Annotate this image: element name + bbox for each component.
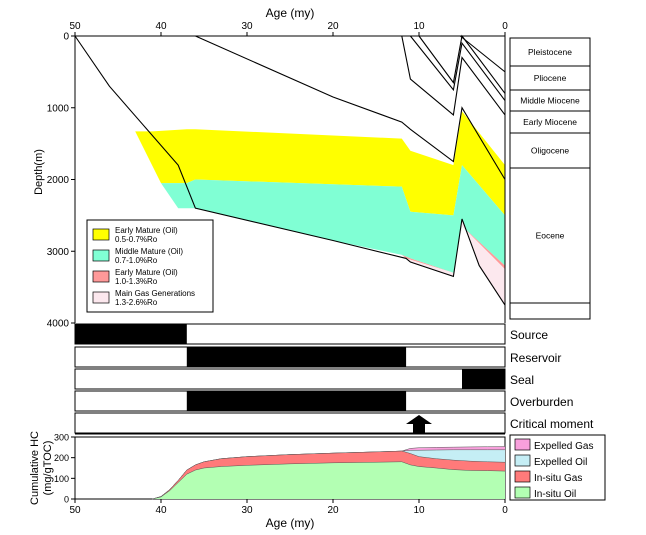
strat-column-frame (509, 37, 591, 320)
critical-moment-arrow (406, 415, 432, 434)
burial-curve-2 (401, 35, 506, 116)
maturity-zone-1 (161, 165, 505, 273)
legend-swatch-3 (92, 291, 110, 304)
strat-unit-label: Pliocene (534, 73, 567, 83)
event-label: Seal (510, 373, 534, 387)
depth-tick-label: 1000 (47, 103, 70, 114)
legend-range-2: 1.0-1.3%Ro (115, 277, 158, 286)
cum-legend-swatch (514, 470, 531, 483)
legend-range-1: 0.7-1.0%Ro (115, 256, 158, 265)
bottom-x-tick-label: 40 (155, 505, 167, 516)
legend-name-1: Middle Mature (Oil) (115, 247, 183, 256)
cum-series-line-1 (152, 450, 506, 500)
strat-unit-label: Middle Miocene (520, 96, 580, 106)
event-row-frame (74, 412, 506, 434)
cum-legend-label: In-situ Oil (534, 489, 576, 500)
strat-unit-label: Pleistocene (528, 47, 572, 57)
cum-y-tick-label: 100 (54, 474, 69, 484)
bottom-x-tick-label: 0 (502, 505, 508, 516)
legend-range-3: 1.3-2.6%Ro (115, 298, 158, 307)
event-row-frame (74, 368, 506, 390)
legend-name-2: Early Mature (Oil) (115, 268, 178, 277)
cum-hc-axis-title-2: (mg/gTOC) (42, 441, 54, 496)
top-x-tick-label: 0 (502, 21, 508, 32)
cum-legend-label: Expelled Oil (534, 457, 587, 468)
legend-range-0: 0.5-0.7%Ro (115, 235, 158, 244)
event-label: Overburden (510, 395, 573, 409)
strat-unit-label: Oligocene (531, 146, 570, 156)
cum-y-tick-label: 300 (54, 433, 69, 443)
cum-legend-swatch (514, 454, 531, 467)
top-age-axis-title: Age (my) (266, 6, 315, 20)
cum-legend-label: Expelled Gas (534, 441, 593, 452)
burial-curve-5 (459, 35, 506, 73)
bottom-x-tick-label: 30 (241, 505, 253, 516)
legend-name-3: Main Gas Generations (115, 289, 195, 298)
event-bar (186, 347, 407, 367)
legend-name-0: Early Mature (Oil) (115, 226, 178, 235)
cum-y-tick-label: 200 (54, 453, 69, 463)
cum-y-tick-label: 0 (64, 495, 69, 505)
depth-tick-label: 4000 (47, 319, 70, 330)
cum-series-line-0 (152, 461, 506, 500)
burial-curve-0 (74, 35, 506, 306)
event-bar (186, 391, 407, 411)
burial-curve-1 (195, 35, 506, 180)
cum-legend-swatch (514, 438, 531, 451)
event-label: Source (510, 328, 548, 342)
maturity-zone-0 (135, 111, 505, 216)
bottom-x-tick-label: 50 (69, 505, 81, 516)
cum-legend-label: In-situ Gas (534, 473, 582, 484)
legend-swatch-2 (92, 270, 110, 283)
event-bar (75, 324, 187, 344)
stratigraphy-column: Pleistocene Pliocene Middle Miocene Early M… (509, 37, 591, 320)
bottom-age-axis-title: Age (my) (266, 516, 315, 530)
cum-hc-axis-title-1: Cumulative HC (29, 431, 41, 505)
cum-legend-swatch (514, 486, 531, 499)
depth-tick-label: 0 (63, 32, 69, 43)
depth-tick-label: 3000 (47, 247, 70, 258)
top-x-tick-label: 20 (327, 21, 339, 32)
top-x-tick-label: 50 (69, 21, 81, 32)
event-label: Reservoir (510, 351, 561, 365)
event-label: Critical moment (510, 417, 594, 431)
top-x-tick-label: 40 (155, 21, 167, 32)
strat-unit-label: Early Miocene (523, 117, 577, 127)
burial-curve-3 (409, 35, 506, 101)
top-x-tick-label: 30 (241, 21, 253, 32)
depth-tick-label: 2000 (47, 175, 70, 186)
event-bar (462, 369, 505, 389)
legend-swatch-0 (92, 228, 110, 241)
burial-curve-4 (418, 34, 506, 94)
strat-unit-label: Eocene (536, 231, 565, 241)
depth-axis-title: Depth(m) (33, 149, 45, 195)
bottom-x-tick-label: 10 (413, 505, 425, 516)
top-x-tick-label: 10 (413, 21, 425, 32)
legend-swatch-1 (92, 249, 110, 262)
cum-area-0 (152, 461, 505, 499)
bottom-x-tick-label: 20 (327, 505, 339, 516)
events-panel: Source Reservoir Seal Overburden Critical mo… (74, 323, 594, 435)
